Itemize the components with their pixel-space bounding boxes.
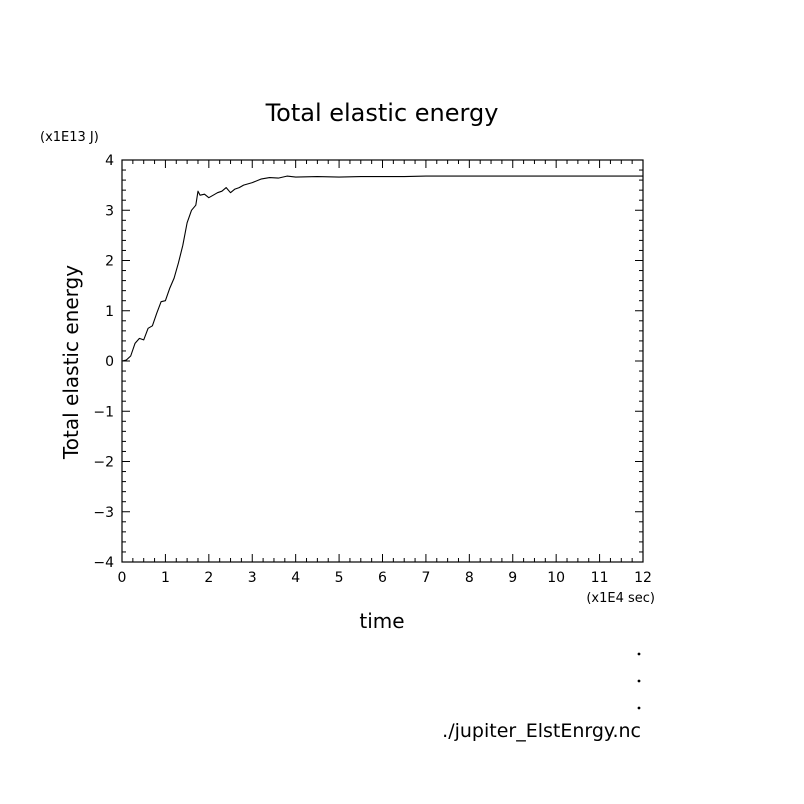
- series-line: [121, 175, 643, 362]
- y-tick-label: 4: [105, 153, 114, 169]
- axes: [121, 159, 644, 563]
- x-tick-label: 4: [291, 570, 300, 586]
- x-tick-label: 11: [591, 570, 609, 586]
- y-tick-label: 2: [105, 254, 114, 270]
- marker-dot: [637, 652, 641, 656]
- y-tick-label: −2: [93, 455, 114, 471]
- x-tick-label: 3: [248, 570, 257, 586]
- footer-filename: ./jupiter_ElstEnrgy.nc: [442, 720, 641, 742]
- x-tick-label: 8: [465, 570, 474, 586]
- x-tick-label: 5: [335, 570, 344, 586]
- x-tick-label: 2: [204, 570, 213, 586]
- x-tick-label: 1: [161, 570, 170, 586]
- marker-dot: [637, 679, 641, 683]
- series: [121, 175, 643, 362]
- chart-title: Total elastic energy: [265, 99, 499, 127]
- x-tick-label: 7: [421, 570, 430, 586]
- marker-dot: [637, 706, 641, 710]
- x-tick-label: 0: [118, 570, 127, 586]
- y-tick-label: −3: [93, 505, 114, 521]
- y-unit-note: (x1E13 J): [40, 130, 99, 145]
- y-axis-label: Total elastic energy: [59, 265, 83, 460]
- x-axis-label: time: [359, 609, 404, 633]
- x-tick-label: 6: [378, 570, 387, 586]
- footer-markers: [637, 652, 641, 710]
- x-unit-note: (x1E4 sec): [586, 591, 655, 606]
- x-tick-label: 12: [634, 570, 652, 586]
- y-tick-label: −1: [93, 404, 114, 420]
- plot-frame: [121, 159, 644, 563]
- y-tick-label: 3: [105, 203, 114, 219]
- x-tick-label: 10: [547, 570, 565, 586]
- y-tick-label: −4: [93, 555, 114, 571]
- x-tick-label: 9: [508, 570, 517, 586]
- y-tick-label: 0: [105, 354, 114, 370]
- y-tick-label: 1: [105, 304, 114, 320]
